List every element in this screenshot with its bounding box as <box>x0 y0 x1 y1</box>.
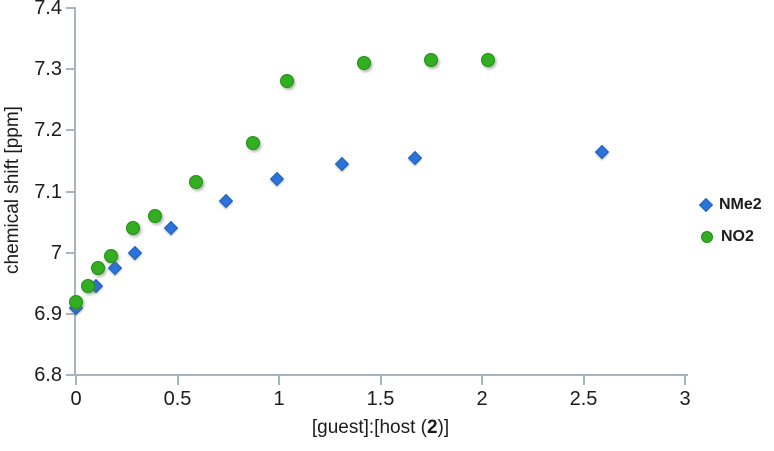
data-point-no2 <box>125 221 140 236</box>
y-tick-label: 6.9 <box>34 302 62 325</box>
data-point-no2 <box>81 279 96 294</box>
x-tick-mark <box>176 375 179 385</box>
x-tick-label: 3 <box>679 388 691 410</box>
y-tick-mark <box>66 129 75 132</box>
y-tick-mark <box>66 251 75 254</box>
y-tick-label: 6.8 <box>34 364 62 386</box>
data-point-no2 <box>357 56 372 71</box>
x-tick-label: 2.5 <box>569 388 598 410</box>
x-tick-label: 0 <box>70 388 82 410</box>
y-tick-mark <box>66 68 75 71</box>
x-tick-mark <box>582 375 585 385</box>
y-tick-label: 7.2 <box>34 119 62 142</box>
x-tick-label: 1.5 <box>366 388 395 410</box>
y-tick-mark <box>66 312 75 315</box>
x-tick-mark <box>379 375 382 385</box>
data-point-nme2 <box>594 144 609 159</box>
x-axis-title-suffix: )] <box>437 417 450 438</box>
data-point-nme2 <box>107 260 122 276</box>
data-point-nme2 <box>269 172 285 187</box>
diamond-marker-icon <box>698 197 714 213</box>
legend: NMe2 NO2 <box>698 196 762 246</box>
data-point-no2 <box>280 74 295 89</box>
y-tick-mark <box>66 190 75 193</box>
data-point-no2 <box>148 208 163 223</box>
y-axis-line <box>74 7 76 376</box>
data-point-nme2 <box>164 221 179 236</box>
x-tick-mark <box>75 375 77 385</box>
data-point-no2 <box>245 135 260 150</box>
x-tick-label: 2 <box>476 388 488 410</box>
x-axis-title-bold: 2 <box>426 417 438 438</box>
x-axis-title-prefix: [guest]:[host ( <box>311 417 427 438</box>
data-point-nme2 <box>127 245 142 260</box>
x-tick-mark <box>278 375 280 385</box>
y-tick-mark <box>66 374 75 376</box>
legend-label-no2: NO2 <box>721 228 754 245</box>
data-point-nme2 <box>219 193 234 208</box>
legend-item-nme2: NMe2 <box>698 196 762 214</box>
data-point-no2 <box>103 248 118 263</box>
y-tick-label: 7.3 <box>34 58 62 81</box>
x-tick-label: 0.5 <box>163 388 192 410</box>
x-tick-mark <box>481 375 483 385</box>
data-point-nme2 <box>334 156 349 172</box>
legend-item-no2: NO2 <box>701 228 762 246</box>
data-point-no2 <box>481 52 496 67</box>
data-point-no2 <box>91 260 106 275</box>
x-axis-title: [guest]:[host (2)] <box>76 417 685 439</box>
y-tick-mark <box>66 7 75 9</box>
y-tick-label: 7.1 <box>34 180 62 203</box>
data-point-no2 <box>424 52 439 67</box>
data-point-no2 <box>69 294 83 309</box>
y-tick-label: 7.4 <box>34 0 62 19</box>
x-tick-mark <box>684 375 686 385</box>
circle-marker-icon <box>701 231 713 243</box>
data-point-nme2 <box>407 150 423 165</box>
x-tick-label: 1 <box>273 388 285 410</box>
legend-label-nme2: NMe2 <box>719 196 762 213</box>
data-point-no2 <box>188 175 203 190</box>
y-tick-label: 7 <box>50 241 62 264</box>
